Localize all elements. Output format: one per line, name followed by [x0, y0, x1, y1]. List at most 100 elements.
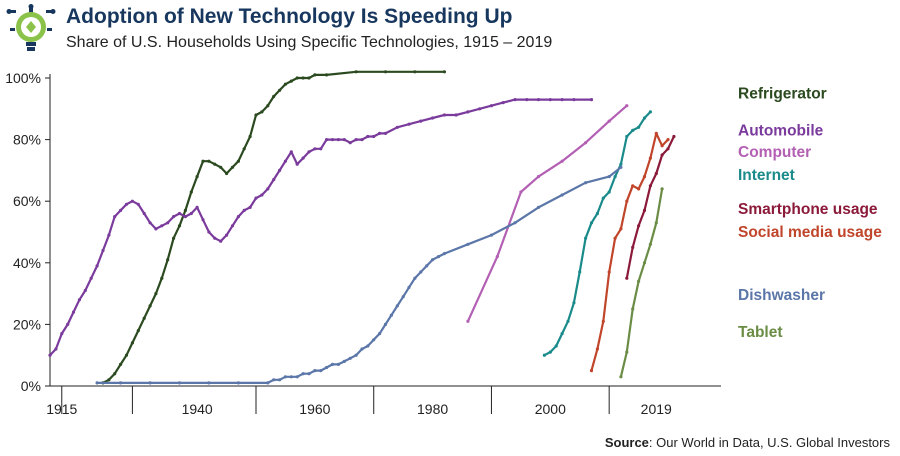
data-point: [584, 181, 588, 185]
data-point: [289, 79, 293, 83]
data-point: [554, 344, 558, 348]
data-point: [289, 150, 293, 154]
data-point: [631, 307, 635, 311]
data-point: [595, 211, 600, 216]
data-point: [272, 378, 276, 382]
data-point: [172, 236, 176, 240]
data-point: [589, 369, 594, 373]
data-point: [625, 134, 629, 139]
data-point: [113, 215, 117, 219]
legend-label-internet: Internet: [738, 167, 795, 184]
data-point: [154, 292, 158, 296]
data-point: [219, 165, 223, 169]
data-point: [672, 134, 676, 139]
data-point: [189, 211, 193, 216]
data-point: [613, 236, 617, 240]
data-point: [666, 138, 670, 142]
data-point: [230, 224, 235, 228]
data-point: [360, 347, 364, 351]
data-point: [607, 190, 611, 194]
data-point: [625, 199, 629, 203]
data-point: [489, 104, 493, 108]
data-point: [219, 239, 223, 243]
data-point: [236, 215, 240, 219]
data-point: [631, 128, 635, 132]
data-point: [307, 372, 311, 376]
data-point: [319, 369, 323, 373]
legend-label-refrigerator: Refrigerator: [738, 85, 827, 102]
data-point: [660, 153, 664, 157]
data-point: [83, 288, 87, 293]
data-point: [325, 73, 329, 77]
data-point: [54, 347, 58, 351]
data-point: [542, 353, 547, 357]
data-point: [107, 233, 111, 237]
data-point: [354, 353, 358, 357]
data-point: [66, 322, 70, 326]
data-point: [260, 110, 264, 114]
x-tick-label: 1980: [417, 401, 448, 417]
data-point: [383, 131, 388, 135]
data-point: [648, 110, 653, 114]
source-label: Source: [604, 435, 649, 450]
data-point: [354, 138, 358, 142]
data-point: [566, 319, 570, 323]
data-point: [248, 205, 252, 209]
data-point: [260, 193, 264, 197]
data-point: [77, 298, 81, 302]
data-point: [136, 202, 140, 206]
data-point: [160, 224, 164, 228]
data-point: [607, 175, 611, 179]
data-point: [242, 147, 246, 151]
source-note: Source: Our World in Data, U.S. Global I…: [605, 435, 890, 450]
data-point: [383, 322, 388, 326]
data-point: [501, 101, 505, 105]
data-point: [207, 159, 211, 163]
data-point: [154, 227, 158, 231]
data-point: [225, 171, 229, 176]
data-point: [272, 94, 276, 99]
data-point: [119, 381, 123, 385]
data-point: [631, 245, 635, 249]
data-point: [236, 381, 240, 385]
data-point: [207, 381, 211, 385]
data-point: [313, 147, 317, 151]
legend-label-dishwasher: Dishwasher: [738, 287, 825, 304]
data-point: [513, 98, 517, 102]
data-point: [395, 304, 399, 308]
data-point: [442, 113, 446, 117]
data-point: [307, 150, 311, 154]
data-point: [378, 131, 382, 135]
data-point: [148, 304, 152, 308]
data-point: [654, 131, 658, 135]
data-point: [248, 134, 252, 139]
data-point: [354, 70, 358, 74]
x-tick-label: 1915: [46, 401, 77, 417]
x-tick-label: 2019: [641, 401, 672, 417]
series-line-dishwasher: [96, 166, 622, 384]
data-point: [572, 301, 576, 305]
data-point: [348, 356, 352, 360]
data-point: [442, 70, 446, 74]
data-point: [60, 332, 64, 336]
data-point: [254, 196, 258, 200]
data-point: [278, 88, 282, 92]
data-point: [666, 147, 670, 151]
data-point: [177, 381, 182, 385]
data-point: [601, 319, 605, 323]
data-point: [89, 276, 93, 280]
data-point: [383, 70, 388, 74]
data-point: [419, 270, 423, 274]
x-tick-label: 1940: [182, 401, 213, 417]
data-point: [536, 205, 541, 209]
data-point: [177, 211, 182, 216]
data-point: [413, 276, 417, 280]
data-point: [495, 255, 499, 259]
data-point: [366, 134, 370, 139]
data-point: [319, 147, 323, 151]
data-point: [454, 113, 458, 117]
data-point: [442, 252, 446, 256]
data-point: [572, 98, 576, 102]
data-point: [560, 159, 564, 163]
data-point: [360, 138, 364, 142]
